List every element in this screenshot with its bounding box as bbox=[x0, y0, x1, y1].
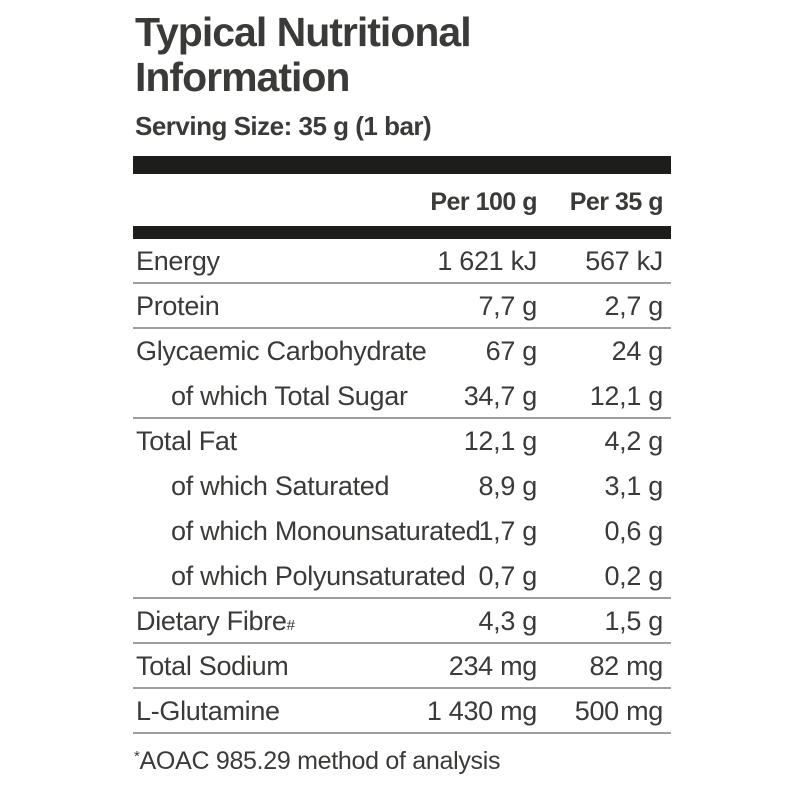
row-label: Dietary Fibre# bbox=[136, 606, 295, 637]
value-per-100g: 7,7 g bbox=[478, 291, 537, 322]
serving-size: Serving Size: 35 g (1 bar) bbox=[135, 111, 432, 142]
row-label: of which Saturated bbox=[171, 471, 390, 502]
value-per-35g: 0,6 g bbox=[604, 516, 663, 547]
value-per-35g: 12,1 g bbox=[589, 381, 664, 412]
row-label: L-Glutamine bbox=[136, 696, 280, 727]
table-row: L-Glutamine 1 430 mg 500 mg bbox=[133, 689, 671, 735]
footnote-text: AOAC 985.29 method of analysis bbox=[139, 747, 501, 776]
row-label: of which Monounsaturated bbox=[171, 516, 481, 547]
table-row: of which Total Sugar 34,7 g 12,1 g bbox=[133, 374, 671, 420]
table-row: of which Monounsaturated 1,7 g 0,6 g bbox=[133, 509, 671, 554]
row-label: Total Fat bbox=[136, 426, 237, 457]
value-per-100g: 8,9 g bbox=[478, 471, 537, 502]
column-header-row: Per 100 g Per 35 g bbox=[133, 174, 671, 226]
table-row: Glycaemic Carbohydrate 67 g 24 g bbox=[133, 329, 671, 374]
value-per-35g: 567 kJ bbox=[585, 246, 663, 277]
value-per-35g: 82 mg bbox=[589, 651, 663, 682]
value-per-100g: 1,7 g bbox=[478, 516, 537, 547]
row-label: of which Total Sugar bbox=[171, 381, 408, 412]
page-title: Typical Nutritional Information bbox=[135, 9, 472, 101]
value-per-35g: 2,7 g bbox=[604, 291, 663, 322]
value-per-35g: 0,2 g bbox=[604, 561, 663, 592]
table-row: Total Sodium 234 mg 82 mg bbox=[133, 644, 671, 690]
separator-bar-top bbox=[133, 156, 671, 175]
value-per-100g: 1 621 kJ bbox=[437, 246, 537, 277]
table-row: of which Polyunsaturated 0,7 g 0,2 g bbox=[133, 554, 671, 600]
row-label: Glycaemic Carbohydrate bbox=[136, 336, 427, 367]
value-per-35g: 1,5 g bbox=[604, 606, 663, 637]
value-per-35g: 3,1 g bbox=[604, 471, 663, 502]
separator-bar-header bbox=[133, 226, 671, 240]
value-per-100g: 234 mg bbox=[448, 651, 538, 682]
table-row: Total Fat 12,1 g 4,2 g bbox=[133, 419, 671, 464]
table-row: Energy 1 621 kJ 567 kJ bbox=[133, 239, 671, 285]
row-label: Protein bbox=[136, 291, 220, 322]
value-per-35g: 4,2 g bbox=[604, 426, 663, 457]
value-per-35g: 500 mg bbox=[574, 696, 664, 727]
nutrition-table: Energy 1 621 kJ 567 kJ Protein 7,7 g 2,7 g Gly… bbox=[133, 239, 671, 735]
footnote-marker: * bbox=[134, 748, 140, 766]
value-per-35g: 24 g bbox=[611, 336, 664, 367]
row-label: Total Sodium bbox=[136, 651, 289, 682]
col-header-per-100g: Per 100 g bbox=[430, 188, 537, 217]
table-row: Protein 7,7 g 2,7 g bbox=[133, 284, 671, 330]
value-per-100g: 0,7 g bbox=[478, 561, 537, 592]
table-row: Dietary Fibre# 4,3 g 1,5 g bbox=[133, 599, 671, 645]
row-label-marker: # bbox=[286, 617, 295, 635]
row-label: of which Polyunsaturated bbox=[171, 561, 466, 592]
row-label: Energy bbox=[136, 246, 220, 277]
value-per-100g: 1 430 mg bbox=[426, 696, 537, 727]
footnote: *AOAC 985.29 method of analysis bbox=[134, 747, 671, 776]
value-per-100g: 34,7 g bbox=[463, 381, 538, 412]
value-per-100g: 4,3 g bbox=[478, 606, 537, 637]
nutrition-panel: Typical Nutritional Information Serving … bbox=[133, 9, 671, 776]
value-per-100g: 67 g bbox=[485, 336, 538, 367]
col-header-per-35g: Per 35 g bbox=[569, 188, 664, 217]
value-per-100g: 12,1 g bbox=[463, 426, 538, 457]
table-row: of which Saturated 8,9 g 3,1 g bbox=[133, 464, 671, 509]
